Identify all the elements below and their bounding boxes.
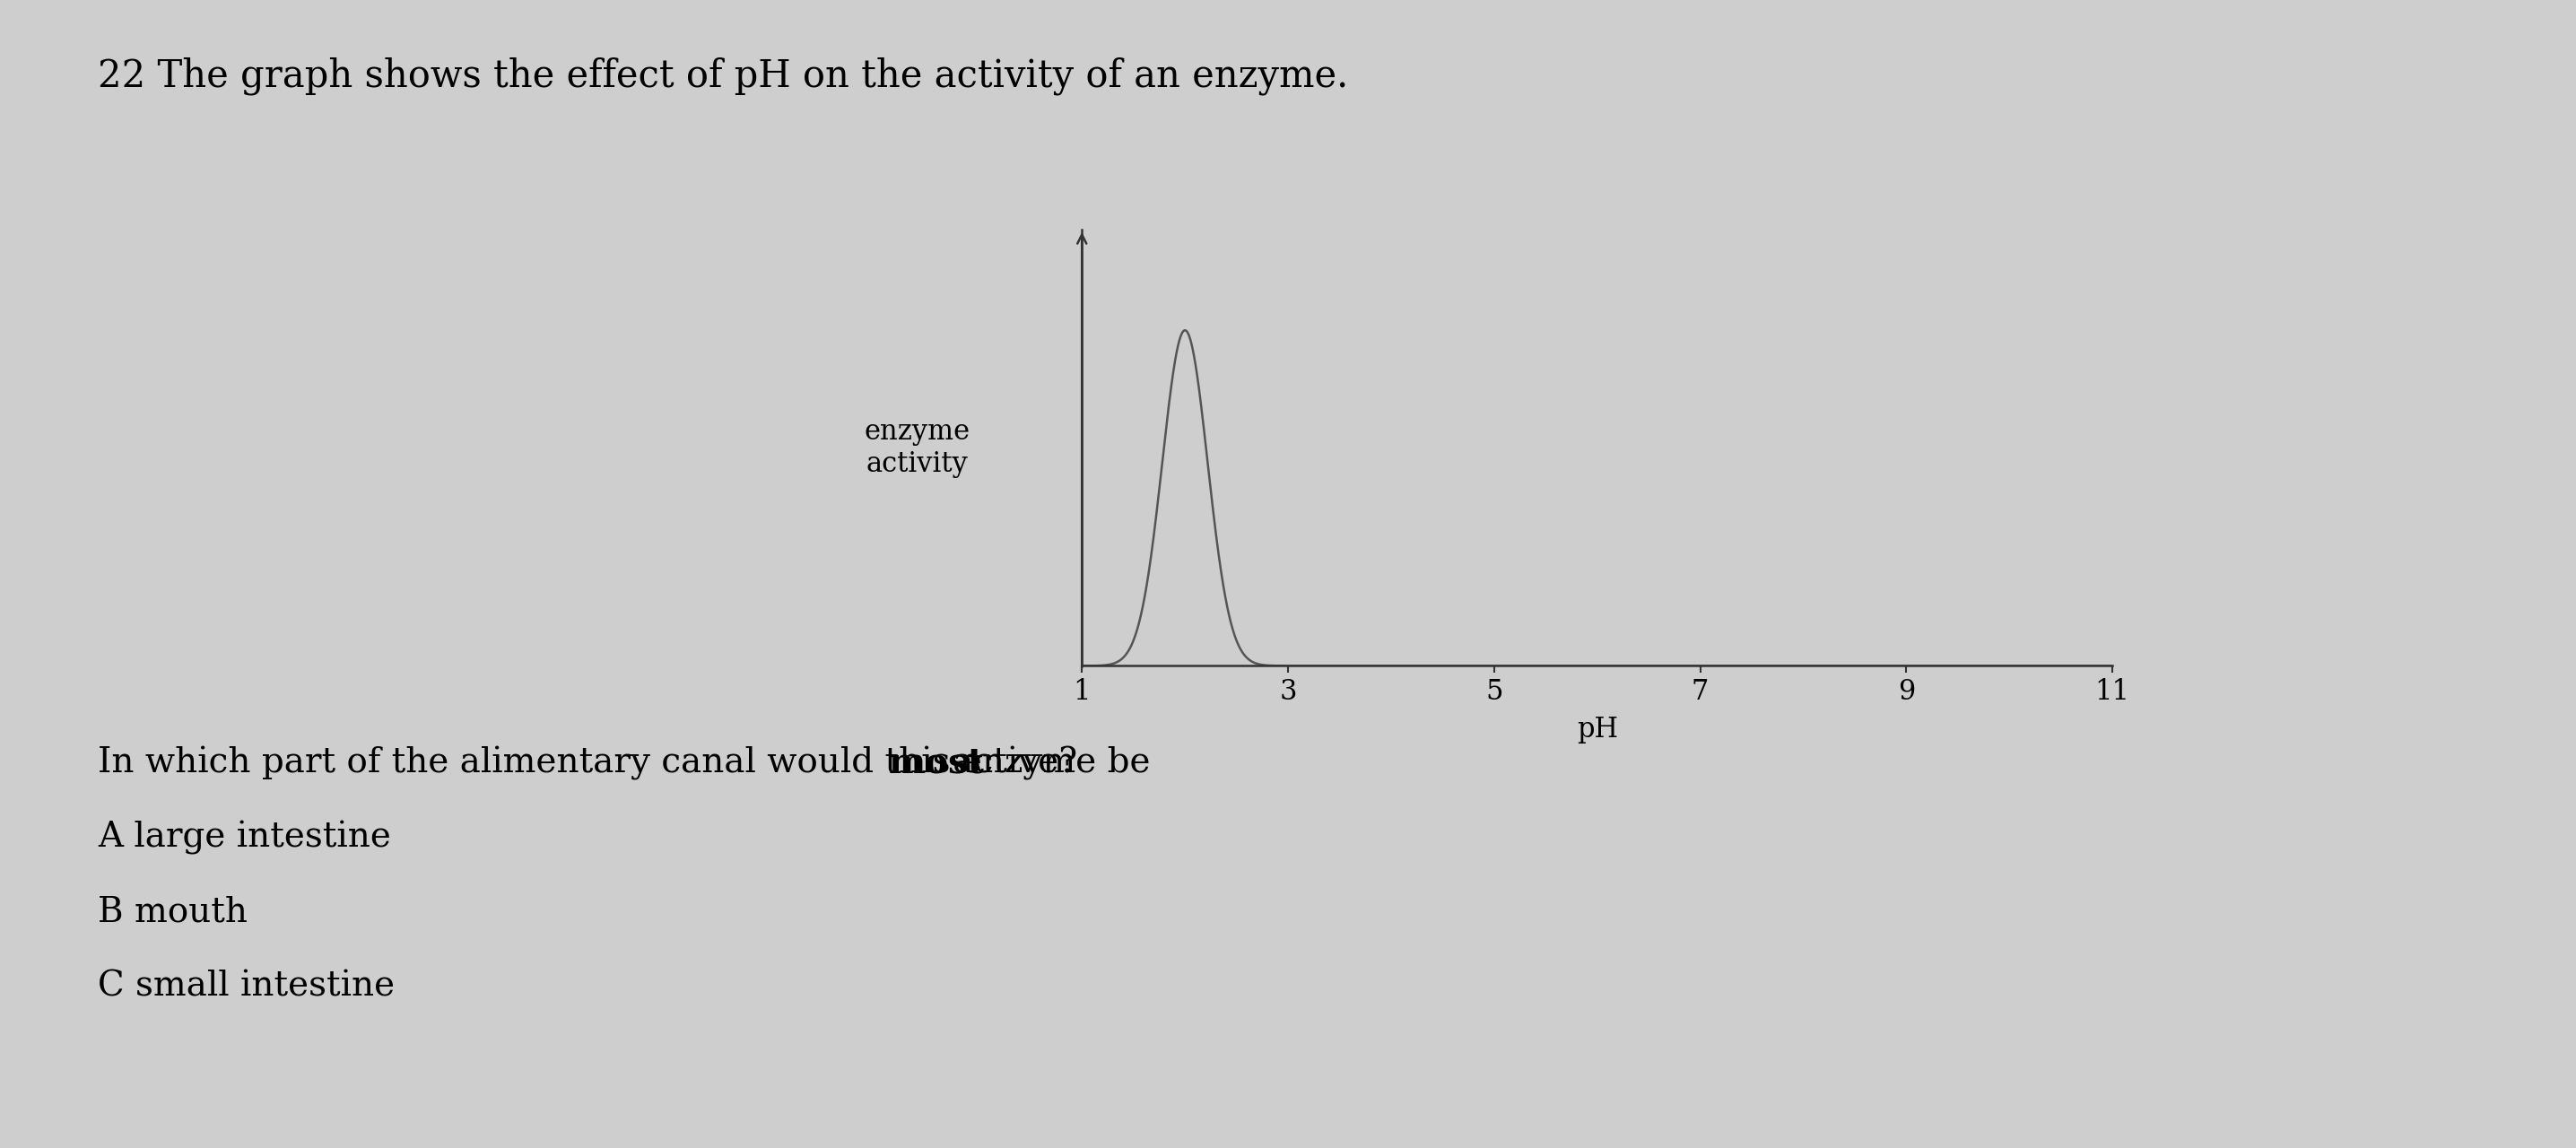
- Text: enzyme
activity: enzyme activity: [863, 418, 971, 478]
- Text: In which part of the alimentary canal would this enzyme be: In which part of the alimentary canal wo…: [98, 746, 1162, 781]
- Text: most: most: [889, 746, 984, 781]
- Text: B mouth: B mouth: [98, 895, 247, 929]
- Text: 22 The graph shows the effect of pH on the activity of an enzyme.: 22 The graph shows the effect of pH on t…: [98, 57, 1347, 95]
- Text: A large intestine: A large intestine: [98, 821, 392, 855]
- Text: active?: active?: [943, 746, 1077, 779]
- Text: C small intestine: C small intestine: [98, 970, 394, 1003]
- X-axis label: pH: pH: [1577, 715, 1618, 743]
